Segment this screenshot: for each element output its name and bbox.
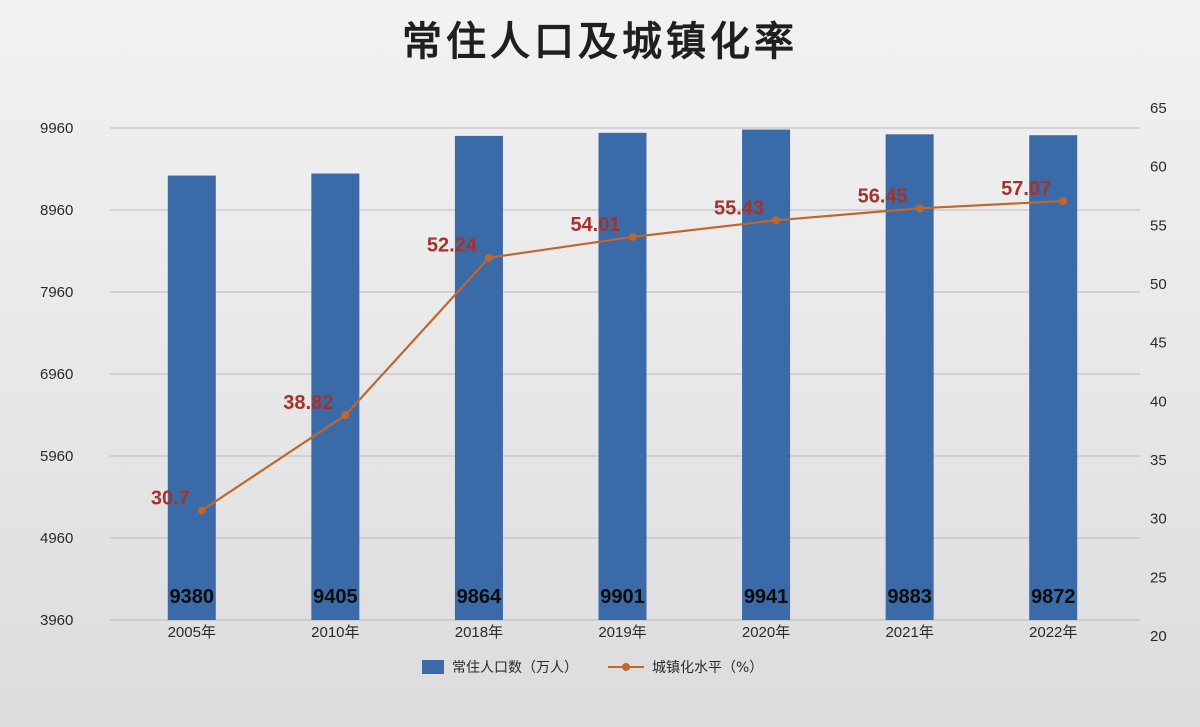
bar-value-label: 9405 — [313, 586, 358, 608]
bar — [167, 175, 216, 620]
bar-value-label: 9941 — [744, 586, 789, 608]
urbanization-point — [772, 216, 781, 225]
x-tick-label: 2010年 — [311, 624, 359, 641]
right-tick-label: 25 — [1150, 569, 1167, 586]
bar — [742, 129, 791, 621]
left-tick-label: 9960 — [40, 120, 73, 137]
left-axis-ticks: 3960 4960 5960 6960 7960 8960 9960 — [40, 120, 73, 629]
right-tick-label: 65 — [1150, 100, 1167, 117]
x-tick-label: 2020年 — [742, 624, 790, 641]
urbanization-point — [628, 232, 637, 241]
urbanization-point — [197, 506, 206, 515]
urbanization-value-label: 57.07 — [1001, 178, 1051, 200]
urbanization-value-label: 38.82 — [283, 392, 333, 414]
right-tick-label: 50 — [1150, 276, 1167, 293]
left-tick-label: 7960 — [40, 284, 73, 301]
left-tick-label: 5960 — [40, 448, 73, 465]
bar — [1029, 135, 1078, 620]
left-tick-label: 3960 — [40, 612, 73, 629]
chart-title: 常住人口及城镇化率 — [402, 19, 798, 65]
urbanization-value-label: 52.24 — [427, 235, 478, 257]
urbanization-point — [1059, 197, 1068, 206]
bar — [885, 134, 934, 620]
legend-marker-urbanization — [622, 663, 630, 671]
legend: 常住人口数（万人） 城镇化水平（%） — [422, 660, 763, 676]
bar-value-label: 9864 — [457, 586, 502, 608]
left-tick-label: 4960 — [40, 530, 73, 547]
bar — [598, 132, 647, 620]
urbanization-line — [197, 197, 1068, 515]
right-tick-label: 55 — [1150, 217, 1167, 234]
x-axis-ticks: 2005年 2010年 2018年 2019年 2020年 2021年 2022年 — [168, 624, 1078, 641]
bar-value-label: 9883 — [887, 586, 932, 608]
urbanization-value-label: 54.01 — [570, 214, 620, 236]
x-tick-label: 2021年 — [885, 624, 933, 641]
left-tick-label: 6960 — [40, 366, 73, 383]
population-labels: 9380 9405 9864 9901 9941 9883 9872 — [170, 586, 1076, 608]
urbanization-value-label: 30.7 — [151, 487, 190, 509]
right-tick-label: 45 — [1150, 335, 1167, 352]
right-tick-label: 60 — [1150, 159, 1167, 176]
bar-value-label: 9901 — [600, 586, 645, 608]
right-axis-ticks: 20 25 30 35 40 45 50 55 60 65 — [1150, 100, 1167, 645]
urbanization-value-label: 55.43 — [714, 197, 764, 219]
right-tick-label: 20 — [1150, 628, 1167, 645]
population-bars — [167, 129, 1078, 621]
urbanization-point — [915, 204, 924, 213]
legend-swatch-population — [422, 660, 444, 674]
legend-label-urbanization: 城镇化水平（%） — [652, 660, 763, 676]
urbanization-labels: 30.7 38.82 52.24 54.01 55.43 56.45 57.07 — [151, 178, 1051, 509]
bar-value-label: 9872 — [1031, 586, 1076, 608]
bar-value-label: 9380 — [170, 586, 215, 608]
right-tick-label: 40 — [1150, 393, 1167, 410]
bar — [311, 173, 360, 620]
x-tick-label: 2018年 — [455, 624, 503, 641]
urbanization-point — [341, 411, 350, 420]
x-tick-label: 2005年 — [168, 624, 216, 641]
right-tick-label: 30 — [1150, 511, 1167, 528]
urbanization-value-label: 56.45 — [858, 185, 908, 207]
urbanization-point — [484, 253, 493, 262]
x-tick-label: 2019年 — [598, 624, 646, 641]
right-tick-label: 35 — [1150, 452, 1167, 469]
x-tick-label: 2022年 — [1029, 624, 1077, 641]
bar — [454, 135, 503, 620]
legend-label-population: 常住人口数（万人） — [452, 660, 578, 676]
left-tick-label: 8960 — [40, 202, 73, 219]
